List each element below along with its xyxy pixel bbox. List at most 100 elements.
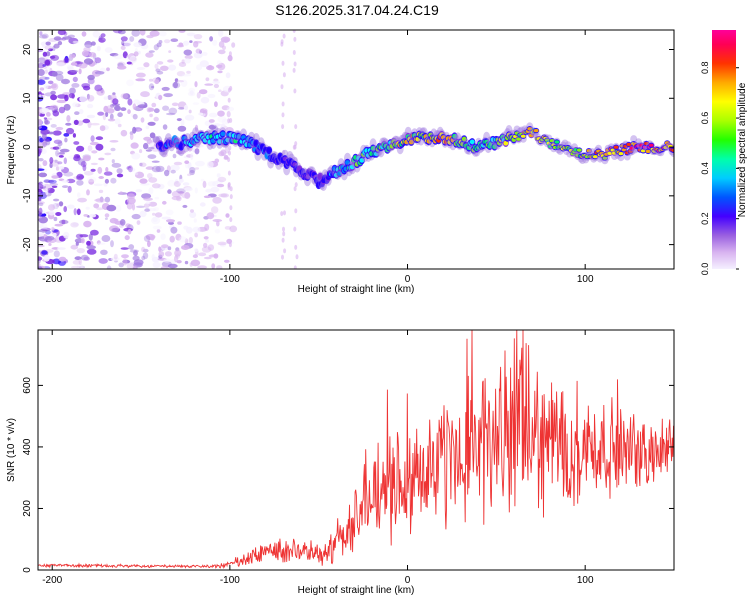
spectrogram-streak-cell: [282, 149, 286, 155]
spectrogram-streak-cell: [228, 51, 232, 57]
spectrogram-noise-cell: [205, 188, 212, 193]
spectrogram-noise-cell: [214, 229, 221, 234]
spectrogram-noise-cell: [72, 40, 79, 44]
spectrogram-noise-cell: [174, 179, 179, 184]
spectrogram-streak-cell: [294, 124, 298, 130]
spectrogram-streak-cell: [280, 211, 284, 217]
spectrogram-noise-cell: [100, 33, 106, 38]
spectrogram-noise-cell: [202, 180, 207, 188]
spectrogram-noise-cell: [110, 240, 114, 248]
spectrogram-noise-cell: [151, 183, 161, 189]
spectrogram-noise-cell: [127, 109, 131, 115]
spectrogram-noise-cell: [83, 214, 89, 217]
spectrogram-noise-cell: [168, 64, 177, 71]
spectrogram-noise-cell: [68, 93, 75, 99]
spectrogram-noise-cell: [63, 103, 71, 111]
spectrogram-ridge-cell: [503, 140, 509, 146]
spectrogram-noise-cell: [38, 198, 42, 202]
spectrogram-streak-cell: [281, 60, 285, 66]
spectrogram-noise-cell: [153, 207, 160, 212]
spectrogram-noise-cell: [221, 105, 230, 111]
spectrogram-noise-cell: [202, 51, 208, 56]
y-tick-label: 10: [22, 92, 33, 104]
spectrogram-noise-cell: [143, 203, 150, 208]
spectrogram-noise-cell: [38, 263, 41, 267]
spectrogram-noise-cell: [121, 254, 129, 259]
x-tick-label: -200: [42, 575, 62, 586]
spectrogram-noise-cell: [94, 71, 105, 75]
spectrogram-noise-cell: [118, 262, 124, 268]
spectrogram-noise-cell: [190, 209, 194, 213]
spectrogram-noise-cell: [216, 183, 225, 188]
spectrogram-noise-cell: [67, 185, 72, 193]
snr-y-ticks: 0 200 400 600: [22, 377, 674, 573]
spectrogram-streak-cell: [281, 254, 284, 260]
spectrogram-noise-cell: [170, 226, 178, 234]
spectrogram-noise-cell: [38, 265, 43, 269]
spectrogram-noise-cell: [58, 106, 66, 114]
spectrogram-noise-cell: [42, 51, 48, 57]
spectrogram-noise-cell: [224, 259, 230, 263]
spectrogram-noise-cell: [161, 244, 169, 249]
spectrogram-noise-cell: [178, 178, 183, 184]
spectrogram-noise-cell: [141, 246, 146, 253]
spectrogram-streak-cell: [229, 217, 233, 223]
spectrogram-noise-cell: [158, 246, 162, 252]
spectrogram-noise-cell: [67, 34, 76, 38]
spectrogram-noise-cell: [84, 171, 94, 176]
spectrogram-noise-cell: [176, 80, 184, 83]
spectrogram-noise-cell: [130, 113, 136, 118]
spectrogram-noise-cell: [120, 36, 128, 42]
spectrogram-noise-cell: [231, 42, 236, 48]
spectrogram-noise-cell: [161, 86, 170, 91]
spectrogram-noise-cell: [94, 57, 102, 64]
spectrogram-noise-cell: [38, 147, 43, 154]
spectrogram-noise-cell: [44, 118, 48, 125]
spectrogram-noise-cell: [223, 155, 229, 160]
spectrogram-noise-cell: [95, 143, 104, 151]
spectrogram-noise-cell: [83, 44, 93, 49]
spectrogram-noise-cell: [90, 135, 95, 143]
spectrogram-y-label: Frequency (Hz): [6, 116, 17, 185]
spectrogram-ridge-cell: [337, 171, 342, 176]
spectrogram-noise-cell: [139, 149, 143, 154]
spectrogram-noise-cell: [69, 87, 76, 95]
spectrogram-noise-cell: [39, 34, 48, 39]
spectrogram-noise-cell: [133, 42, 142, 48]
spectrogram-noise-cell: [129, 36, 135, 42]
colorbar-label: Normalized spectral amplitude: [737, 82, 748, 217]
spectrogram-noise-cell: [139, 178, 148, 184]
spectrogram-streak-cell: [229, 118, 233, 123]
spectrogram-noise-cell: [76, 208, 81, 216]
spectrogram-ridge-cell: [349, 164, 355, 170]
spectrogram-noise-cell: [218, 151, 225, 157]
spectrogram-noise-cell: [78, 109, 84, 115]
spectrogram-noise-cell: [38, 215, 43, 219]
spectrogram-noise-cell: [112, 30, 123, 34]
spectrogram-ridge-cell: [642, 145, 648, 149]
spectrogram-ridge-cell: [533, 129, 539, 133]
spectrogram-noise-cell: [51, 226, 55, 232]
spectrogram-noise-cell: [176, 260, 182, 264]
spectrogram-noise-cell: [97, 242, 106, 245]
spectrogram-noise-cell: [90, 122, 100, 126]
spectrogram-noise-cell: [212, 196, 222, 204]
spectrogram-noise-cell: [70, 222, 79, 228]
spectrogram-x-label: Height of straight line (km): [298, 284, 415, 295]
spectrogram-noise-cell: [91, 57, 100, 62]
spectrogram-noise-cell: [119, 219, 126, 226]
spectrogram-noise-cell: [204, 223, 210, 231]
spectrogram-noise-cell: [64, 137, 68, 143]
spectrogram-noise-cell: [144, 208, 150, 212]
spectrogram-noise-cell: [79, 95, 87, 103]
spectrogram-noise-cell: [49, 157, 54, 164]
spectrogram-noise-cell: [171, 196, 181, 201]
spectrogram-noise-cell: [41, 33, 49, 39]
spectrogram-noise-cell: [162, 105, 170, 111]
spectrogram-ridge-cell: [586, 149, 592, 153]
spectrogram-streak-cell: [292, 50, 296, 55]
spectrogram-noise-cell: [111, 227, 119, 233]
spectrogram-noise-cell: [155, 68, 161, 73]
spectrogram-noise-cell: [52, 258, 62, 265]
spectrogram-streak-cell: [227, 182, 231, 187]
